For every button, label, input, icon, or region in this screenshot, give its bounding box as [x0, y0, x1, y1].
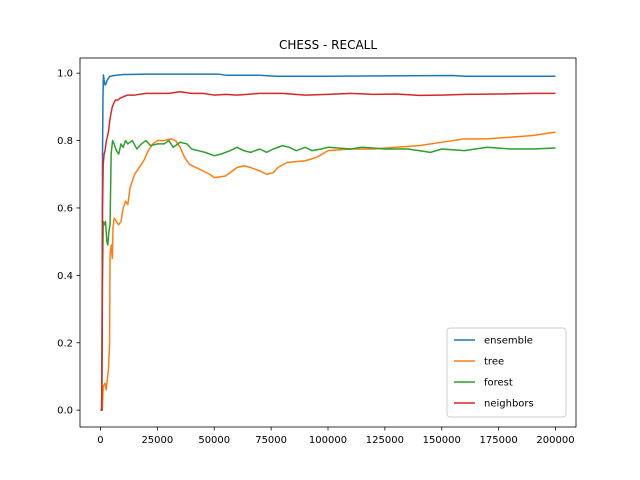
y-tick-label: 0.4 — [57, 271, 73, 282]
legend-label-ensemble: ensemble — [484, 336, 533, 347]
x-tick-label: 150000 — [423, 435, 461, 446]
x-tick-label: 75000 — [255, 435, 287, 446]
x-axis: 0 25000 50000 75000 100000 125000 150000 175000… — [97, 427, 575, 446]
y-tick-label: 0.0 — [57, 406, 73, 417]
x-tick-label: 200000 — [536, 435, 574, 446]
chart-title: CHESS - RECALL — [279, 38, 377, 52]
y-tick-label: 0.6 — [57, 203, 73, 214]
legend-label-forest: forest — [484, 378, 513, 389]
x-tick-label: 50000 — [198, 435, 230, 446]
series-line-forest — [100, 139, 556, 411]
plot-lines — [100, 73, 556, 411]
x-tick-label: 100000 — [309, 435, 347, 446]
legend-label-neighbors: neighbors — [484, 399, 534, 410]
legend-label-tree: tree — [484, 357, 504, 368]
x-tick-label: 0 — [97, 435, 103, 446]
series-line-ensemble — [100, 73, 556, 411]
y-tick-label: 0.2 — [57, 338, 73, 349]
y-axis: 0.0 0.2 0.4 0.6 0.8 1.0 — [57, 69, 80, 417]
x-tick-label: 175000 — [480, 435, 518, 446]
legend: ensemble tree forest neighbors — [446, 327, 567, 418]
x-tick-label: 25000 — [141, 435, 173, 446]
x-tick-label: 125000 — [366, 435, 404, 446]
y-tick-label: 1.0 — [57, 69, 73, 80]
y-tick-label: 0.8 — [57, 136, 73, 147]
legend-box — [446, 327, 567, 418]
series-line-neighbors — [100, 90, 556, 411]
